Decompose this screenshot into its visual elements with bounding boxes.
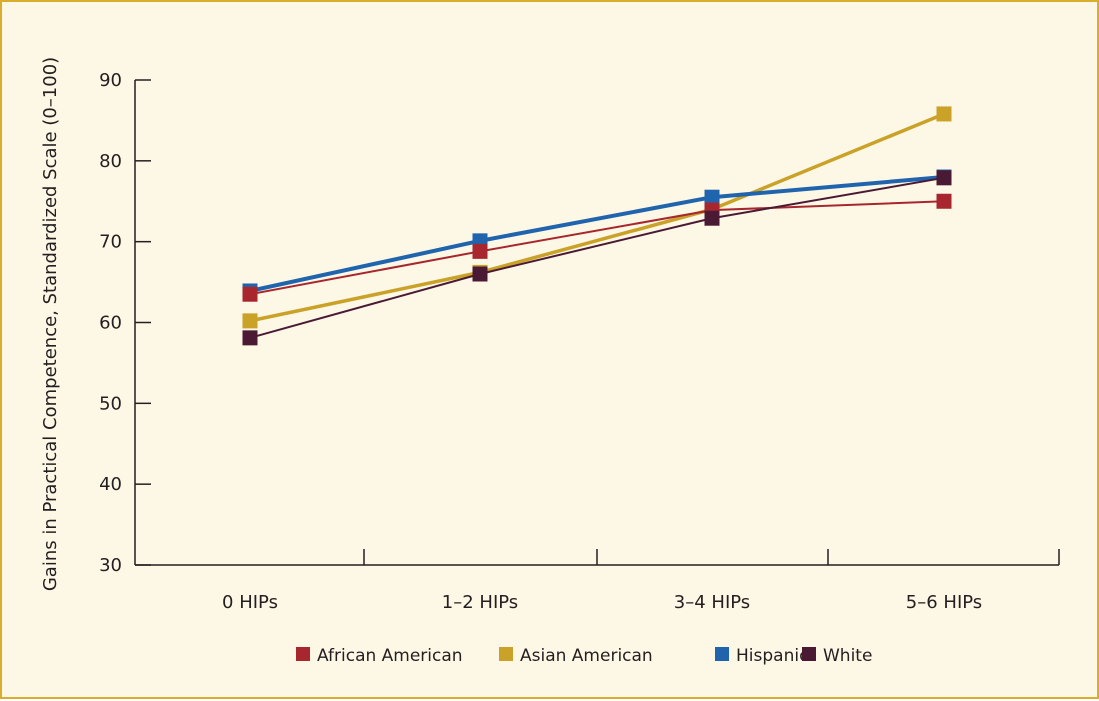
series-line <box>249 176 945 339</box>
y-tick-label: 80 <box>99 151 122 172</box>
legend-label: African American <box>317 646 463 666</box>
y-tick-label: 60 <box>99 313 122 334</box>
legend-label: White <box>823 646 872 666</box>
x-tick-label: 3–4 HIPs <box>674 592 750 613</box>
data-point <box>242 313 258 329</box>
y-tick-label: 50 <box>99 393 122 414</box>
legend-swatch <box>499 647 513 661</box>
series-line <box>249 200 945 296</box>
y-tick-label: 90 <box>99 70 122 91</box>
data-point <box>936 106 952 122</box>
data-point <box>242 286 258 302</box>
data-point <box>242 330 258 346</box>
data-point <box>936 170 952 186</box>
legend-item: African American <box>296 646 463 666</box>
axes <box>134 80 1059 566</box>
series-african-american <box>242 193 952 302</box>
legend: African American Asian American Hispanic Wh… <box>296 646 872 666</box>
y-tick-label: 30 <box>99 555 122 576</box>
legend-item: Asian American <box>499 646 653 666</box>
data-point <box>704 210 720 226</box>
legend-swatch <box>715 647 729 661</box>
series-hispanic <box>242 169 952 299</box>
legend-label: Hispanic <box>736 646 808 666</box>
x-ticks: 0 HIPs 1–2 HIPs 3–4 HIPs 5–6 HIPs <box>222 549 1060 613</box>
y-tick-label: 40 <box>99 474 122 495</box>
y-axis-title: Gains in Practical Competence, Standardi… <box>40 57 61 591</box>
series-group <box>242 106 952 346</box>
data-point <box>472 266 488 282</box>
data-point <box>936 193 952 209</box>
x-tick-label: 0 HIPs <box>222 592 278 613</box>
series-white <box>242 170 952 346</box>
legend-swatch <box>802 647 816 661</box>
y-ticks: 30 40 50 60 70 80 90 <box>99 70 151 576</box>
legend-swatch <box>296 647 310 661</box>
data-point <box>472 243 488 259</box>
x-tick-label: 5–6 HIPs <box>906 592 982 613</box>
data-point <box>704 189 720 205</box>
legend-label: Asian American <box>520 646 653 666</box>
series-line <box>249 112 945 323</box>
series-line <box>249 175 945 293</box>
x-tick-label: 1–2 HIPs <box>442 592 518 613</box>
y-tick-label: 70 <box>99 232 122 253</box>
legend-item: Hispanic <box>715 646 808 666</box>
legend-item: White <box>802 646 872 666</box>
